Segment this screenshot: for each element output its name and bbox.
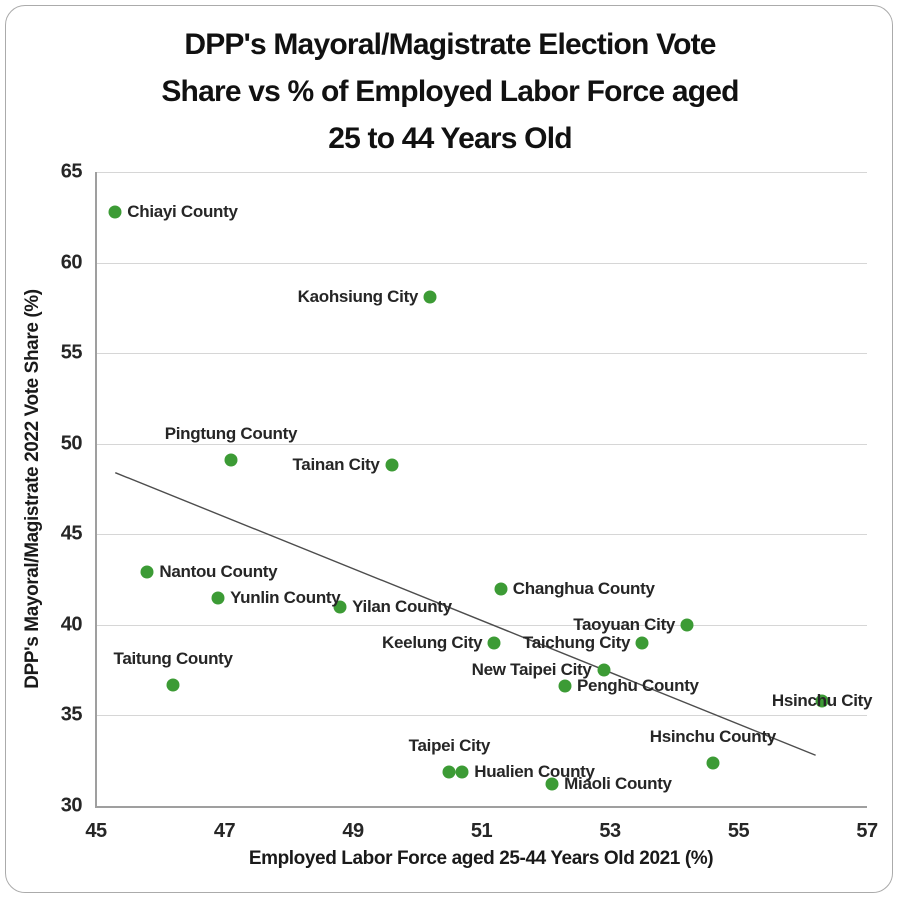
data-point-dot — [487, 636, 501, 650]
data-point-dot — [706, 756, 720, 770]
data-point-dot — [333, 600, 347, 614]
data-point-dot — [442, 765, 456, 779]
x-tick-label: 53 — [599, 820, 621, 842]
chart-title: DPP's Mayoral/Magistrate Election Vote S… — [0, 21, 900, 162]
data-point-dot — [558, 679, 572, 693]
data-point-dot — [545, 777, 559, 791]
x-tick-label: 55 — [727, 820, 750, 842]
chart-title-line-2: Share vs % of Employed Labor Force aged — [161, 75, 739, 108]
data-point-dot — [815, 694, 829, 708]
data-point-dot — [597, 663, 611, 677]
x-tick-label: 51 — [470, 820, 493, 842]
data-point-label: Kaohsiung City — [297, 286, 419, 306]
x-tick-label: 45 — [85, 820, 107, 842]
data-point-label: Keelung City — [382, 632, 483, 652]
y-tick-label: 55 — [60, 341, 83, 364]
chart-title-line-1: DPP's Mayoral/Magistrate Election Vote — [184, 28, 716, 61]
data-point-label: Yilan County — [352, 596, 452, 616]
data-point-label: Taoyuan City — [573, 614, 676, 634]
x-tick-label: 57 — [856, 820, 878, 842]
x-tick-label: 47 — [213, 820, 236, 842]
data-point-label: Nantou County — [159, 562, 278, 582]
y-tick-label: 45 — [60, 522, 83, 545]
gridline-y-35 — [96, 715, 867, 717]
gridline-y-60 — [96, 262, 867, 264]
data-point-label: Taitung County — [113, 648, 233, 668]
y-tick-label: 35 — [60, 703, 83, 726]
x-tick-label: 49 — [342, 820, 364, 842]
data-point-label: Penghu County — [577, 676, 699, 696]
data-point-label: Taipei City — [408, 735, 491, 755]
data-point-label: New Taipei City — [471, 660, 592, 680]
data-point-dot — [494, 582, 508, 596]
y-tick-label: 60 — [60, 251, 83, 274]
y-axis-title: DPP's Mayoral/Magistrate 2022 Vote Share… — [22, 289, 43, 689]
chart-title-line-3: 25 to 44 Years Old — [328, 122, 572, 155]
y-tick-label: 50 — [60, 432, 83, 455]
y-axis-line — [95, 172, 97, 807]
data-point-dot — [680, 618, 694, 632]
data-point-label: Changhua County — [512, 578, 655, 598]
data-point-label: Hualien County — [474, 761, 595, 781]
data-point-dot — [455, 765, 469, 779]
data-point-dot — [385, 458, 399, 472]
y-tick-label: 65 — [60, 160, 83, 183]
data-point-label: Miaoli County — [564, 774, 672, 794]
data-point-label: Tainan City — [292, 455, 380, 475]
gridline-y-65 — [96, 172, 867, 173]
data-point-label: Chiayi County — [127, 201, 238, 221]
data-point-label: Pingtung County — [164, 424, 298, 444]
data-point-dot — [423, 290, 437, 304]
data-point-dot — [635, 636, 649, 650]
gridline-y-55 — [96, 353, 867, 355]
gridline-y-40 — [96, 624, 867, 626]
x-axis-title: Employed Labor Force aged 25-44 Years Ol… — [248, 848, 714, 869]
data-point-label: Yunlin County — [230, 587, 341, 607]
data-point-dot — [166, 678, 180, 692]
gridline-y-50 — [96, 443, 867, 445]
x-axis-line — [95, 806, 867, 808]
data-point-dot — [108, 205, 122, 219]
data-point-label: Taichung City — [522, 632, 631, 652]
data-point-dot — [224, 453, 238, 467]
y-tick-label: 30 — [60, 794, 83, 817]
data-point-label: Hsinchu City — [771, 690, 873, 710]
data-point-dot — [140, 565, 154, 579]
data-point-dot — [211, 591, 225, 605]
gridline-y-45 — [96, 534, 867, 536]
y-tick-label: 40 — [60, 613, 83, 636]
data-point-label: Hsinchu County — [649, 726, 776, 746]
